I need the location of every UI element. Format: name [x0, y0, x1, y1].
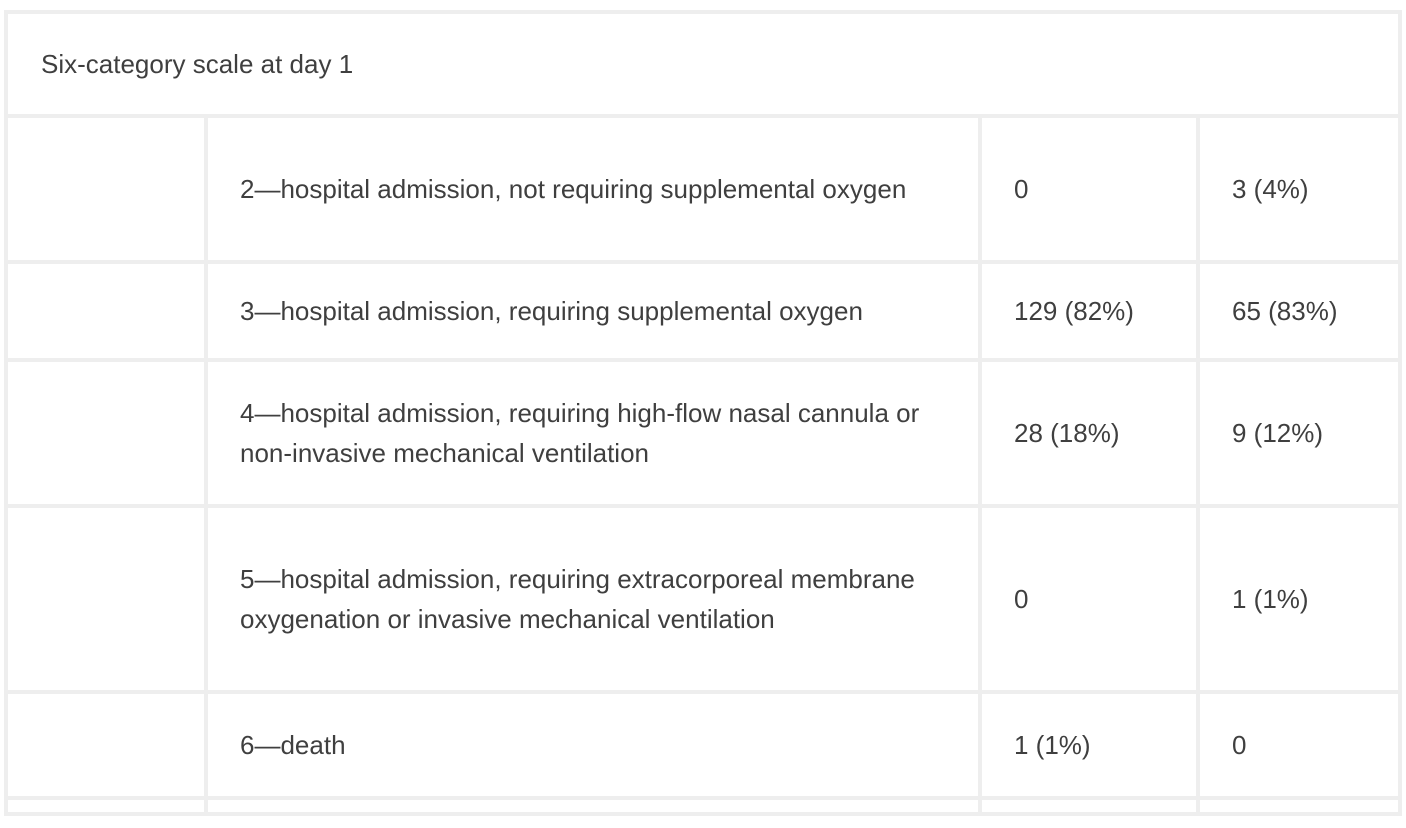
- row-value-col2: 1 (1%): [1195, 504, 1403, 694]
- indent-cell: [4, 504, 208, 694]
- data-table: Six-category scale at day 1 2—hospital a…: [3, 10, 1403, 816]
- table-row: 4—hospital admission, requiring high-flo…: [4, 358, 1403, 508]
- indent-cell: [4, 796, 208, 816]
- indent-cell: [4, 114, 208, 264]
- row-value-col2: 65 (83%): [1195, 260, 1403, 362]
- row-value-col2: 0: [1195, 690, 1403, 800]
- indent-cell: [4, 690, 208, 800]
- row-value-col1: 1 (1%): [978, 690, 1200, 800]
- row-label: 2—hospital admission, not requiring supp…: [204, 114, 982, 264]
- row-label: 5—hospital admission, requiring extracor…: [204, 504, 982, 694]
- section-header-row: Six-category scale at day 1: [3, 10, 1403, 118]
- row-label: 3—hospital admission, requiring suppleme…: [204, 260, 982, 362]
- table-row: 6—death 1 (1%) 0: [4, 690, 1403, 800]
- empty-cell: [978, 796, 1200, 816]
- indent-cell: [4, 358, 208, 508]
- indent-cell: [4, 260, 208, 362]
- row-value-col1: 0: [978, 504, 1200, 694]
- row-value-col2: 9 (12%): [1195, 358, 1403, 508]
- row-label: 6—death: [204, 690, 982, 800]
- row-value-col1: 0: [978, 114, 1200, 264]
- empty-cell: [204, 796, 982, 816]
- section-title: Six-category scale at day 1: [3, 10, 1403, 118]
- empty-cell: [1195, 796, 1403, 816]
- row-value-col2: 3 (4%): [1195, 114, 1403, 264]
- row-value-col1: 28 (18%): [978, 358, 1200, 508]
- table-row: 5—hospital admission, requiring extracor…: [4, 504, 1403, 694]
- row-label: 4—hospital admission, requiring high-flo…: [204, 358, 982, 508]
- row-value-col1: 129 (82%): [978, 260, 1200, 362]
- table-row-partial: [4, 796, 1403, 816]
- table-row: 2—hospital admission, not requiring supp…: [4, 114, 1403, 264]
- table-row: 3—hospital admission, requiring suppleme…: [4, 260, 1403, 362]
